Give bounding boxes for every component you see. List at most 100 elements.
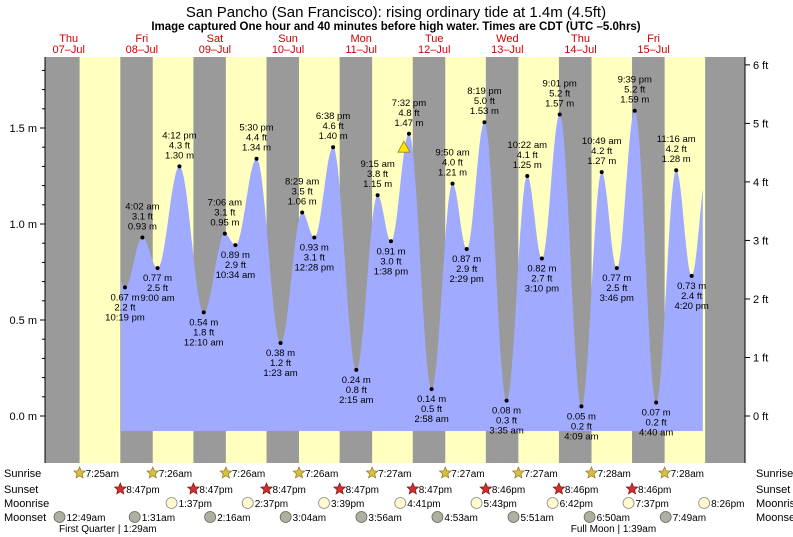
left-tick-label: 0.5 m <box>9 315 37 327</box>
sunrise-icon <box>658 466 672 479</box>
tide-label: 3.1 ft <box>214 208 235 219</box>
tide-label: 0.77 m <box>602 273 631 284</box>
sunrise-icon <box>584 466 599 479</box>
row-label-left: Sunrise <box>4 468 41 480</box>
tide-label: 0.91 m <box>376 246 405 257</box>
sunset-time: 8:46pm <box>638 485 671 496</box>
moon-phase-label: Full Moon | 1:39am <box>571 524 656 535</box>
tide-label: 2.9 ft <box>456 264 477 275</box>
sunrise-time: 7:26am <box>159 469 192 480</box>
tide-label: 1.15 m <box>363 179 392 190</box>
tide-point <box>375 193 380 198</box>
moonrise-time: 8:26pm <box>711 499 744 510</box>
moonset-icon <box>659 511 672 523</box>
tide-label: 11:16 am <box>657 134 696 145</box>
tide-label: 0.95 m <box>210 218 239 229</box>
right-tick-label: 1 ft <box>753 352 768 364</box>
tide-label: 1.34 m <box>242 143 271 154</box>
day-date: 12–Jul <box>418 44 450 56</box>
tide-label: 4.1 ft <box>517 150 538 161</box>
day-date: 10–Jul <box>272 44 304 56</box>
moonrise-icon <box>318 497 330 509</box>
sunset-time: 8:46pm <box>492 485 525 496</box>
tide-label: 0.3 ft <box>496 416 517 427</box>
tide-label: 4.6 ft <box>323 121 344 132</box>
current-tide-marker <box>397 140 411 153</box>
moonrise-icon <box>622 497 635 509</box>
tide-label: 3.0 ft <box>380 256 401 267</box>
moonrise-time: 7:37pm <box>636 499 669 510</box>
tide-label: 4.2 ft <box>666 144 687 155</box>
tide-point <box>140 235 145 240</box>
sunset-time: 8:46pm <box>565 485 598 496</box>
tide-label: 1.53 m <box>470 106 499 117</box>
tide-label: 0.89 m <box>221 250 250 261</box>
tide-point <box>429 387 434 392</box>
tide-label: 4.2 ft <box>591 146 612 157</box>
tide-label: 0.54 m <box>189 317 218 328</box>
moonset-icon <box>204 511 217 523</box>
row-label-right: Sunrise <box>756 468 793 480</box>
tide-label: 8:29 am <box>285 176 319 187</box>
tide-point <box>482 120 487 125</box>
day-date: 11–Jul <box>345 44 377 56</box>
tide-label: 12:28 pm <box>294 262 334 273</box>
day-name: Tue <box>425 33 444 45</box>
day-headers: Thu07–JulFri08–JulSat09–JulSun10–JulMon1… <box>52 33 669 56</box>
tide-point <box>450 181 455 186</box>
tide-label: 0.73 m <box>677 281 706 292</box>
axes: 0.0 m 0.5 m 1.0 m 1.5 m 0 ft 1 ft 2 ft 3 ft 4 ft… <box>9 57 768 463</box>
astro-table: Sunrise Sunrise Sunset Sunset Moonrise Moonri… <box>4 466 793 535</box>
sunrise-icon <box>438 466 452 479</box>
sunrise-time: 7:28am <box>598 469 631 480</box>
sunrise-time: 7:27am <box>378 469 411 480</box>
sunrise-icon <box>73 466 87 479</box>
day-name: Thu <box>571 33 590 45</box>
tide-label: 0.08 m <box>492 406 521 417</box>
tide-label: 0.2 ft <box>571 421 592 432</box>
tide-label: 1.57 m <box>545 99 574 110</box>
day-name: Sun <box>278 33 298 45</box>
sunset-time: 8:47pm <box>346 485 379 496</box>
tide-label: 0.2 ft <box>646 418 667 429</box>
moonset-time: 1:31am <box>142 513 175 524</box>
sunset-icon <box>333 482 347 495</box>
tide-point <box>614 266 619 271</box>
sunrise-icon <box>511 466 525 479</box>
moonset-time: 5:51am <box>520 513 553 524</box>
tide-label: 0.77 m <box>143 273 172 284</box>
tide-point <box>579 404 584 409</box>
tide-label: 3:35 am <box>489 426 523 437</box>
tide-point <box>539 256 544 261</box>
sunrise-time: 7:26am <box>232 469 265 480</box>
tide-point <box>312 235 317 240</box>
moonrise-time: 3:39pm <box>331 499 364 510</box>
tide-point <box>201 310 206 315</box>
tide-label: 10:34 am <box>216 270 256 281</box>
day-name: Fri <box>135 33 148 45</box>
sunset-icon <box>186 482 200 495</box>
right-tick-label: 5 ft <box>753 118 768 130</box>
tide-label: 1:38 pm <box>374 266 408 277</box>
chart-title: San Pancho (San Francisco): rising ordin… <box>186 4 606 21</box>
sunset-time: 8:47pm <box>273 485 306 496</box>
left-tick-label: 1.5 m <box>9 123 37 135</box>
tide-label: 0.07 m <box>642 408 671 419</box>
tide-label: 0.38 m <box>266 348 295 359</box>
tide-label: 0.93 m <box>300 242 329 253</box>
sunset-time: 8:47pm <box>126 485 159 496</box>
tide-label: 2.4 ft <box>681 291 702 302</box>
chart-subtitle: Image captured One hour and 40 minutes b… <box>151 21 640 33</box>
tide-label: 5.2 ft <box>549 89 570 100</box>
sunrise-time: 7:25am <box>86 469 119 480</box>
day-date: 09–Jul <box>199 44 231 56</box>
tide-label: 0.8 ft <box>346 385 367 396</box>
moonset-time: 7:49am <box>673 513 706 524</box>
tide-label: 2:15 am <box>339 395 373 406</box>
day-date: 07–Jul <box>52 44 84 56</box>
sunrise-time: 7:28am <box>671 469 704 480</box>
tide-label: 0.5 ft <box>421 404 442 415</box>
tide-label: 4:09 am <box>564 431 598 442</box>
